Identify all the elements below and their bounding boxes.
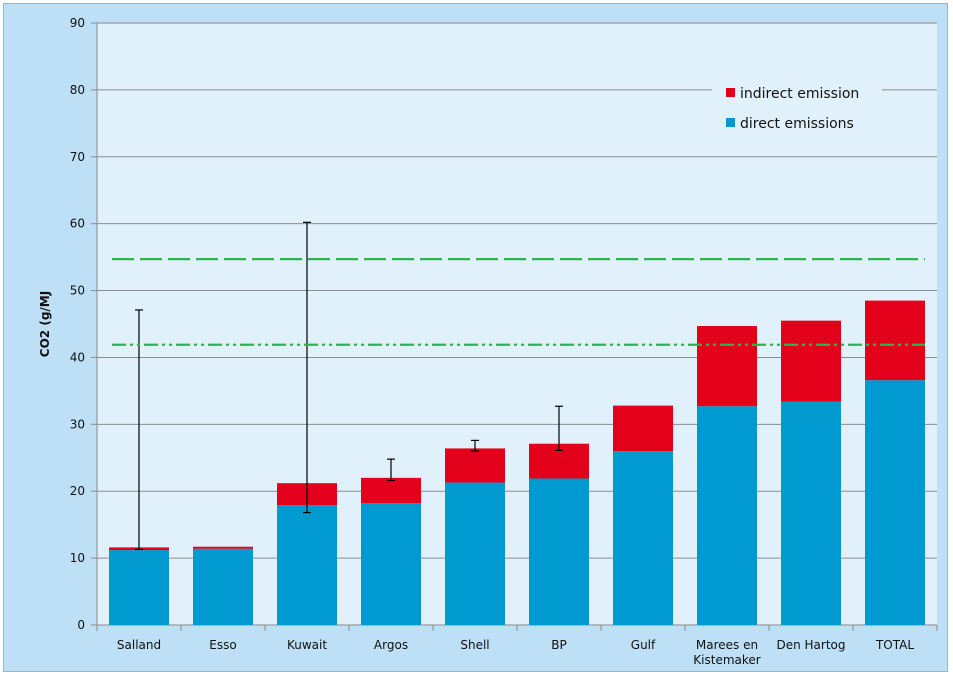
x-tick-label: Gulf	[631, 638, 656, 652]
bar-indirect	[781, 320, 841, 402]
bar-direct	[865, 380, 925, 625]
y-tick-label: 60	[70, 217, 85, 231]
bar-direct	[529, 478, 589, 625]
bar-indirect	[193, 546, 253, 549]
x-tick-label: BP	[551, 638, 566, 652]
x-tick-label: Esso	[209, 638, 236, 652]
y-tick-label: 80	[70, 83, 85, 97]
bar-indirect	[865, 300, 925, 381]
legend-label: direct emissions	[740, 116, 854, 132]
y-tick-label: 90	[70, 16, 85, 30]
bar-indirect	[445, 448, 505, 483]
bar-direct	[445, 482, 505, 625]
legend-swatch	[726, 88, 735, 97]
bar-direct	[697, 406, 757, 625]
x-tick-label: Marees en	[696, 638, 758, 652]
y-tick-label: 0	[77, 618, 85, 632]
legend-bg	[712, 112, 882, 134]
y-tick-label: 40	[70, 350, 85, 364]
bar-indirect	[361, 477, 421, 504]
y-tick-label: 30	[70, 417, 85, 431]
x-tick-label: Kuwait	[287, 638, 327, 652]
bar-direct	[109, 550, 169, 625]
y-tick-label: 20	[70, 484, 85, 498]
x-tick-label: Den Hartog	[776, 638, 845, 652]
x-tick-label: Argos	[374, 638, 408, 652]
x-tick-label: TOTAL	[875, 638, 914, 652]
legend-bg	[712, 82, 882, 104]
x-tick-label: Shell	[460, 638, 489, 652]
x-tick-label: Kistemaker	[693, 653, 760, 667]
y-tick-label: 10	[70, 551, 85, 565]
bar-direct	[361, 503, 421, 625]
bar-direct	[613, 451, 673, 625]
legend-label: indirect emission	[740, 86, 859, 102]
bar-indirect	[697, 326, 757, 407]
bar-direct	[193, 548, 253, 625]
x-tick-label: Salland	[117, 638, 161, 652]
bar-indirect	[613, 405, 673, 452]
y-tick-label: 50	[70, 284, 85, 298]
y-tick-label: 70	[70, 150, 85, 164]
y-axis-label: CO2 (g/MJ	[38, 291, 52, 357]
legend-swatch	[726, 118, 735, 127]
bar-direct	[781, 401, 841, 625]
bar-direct	[277, 505, 337, 625]
